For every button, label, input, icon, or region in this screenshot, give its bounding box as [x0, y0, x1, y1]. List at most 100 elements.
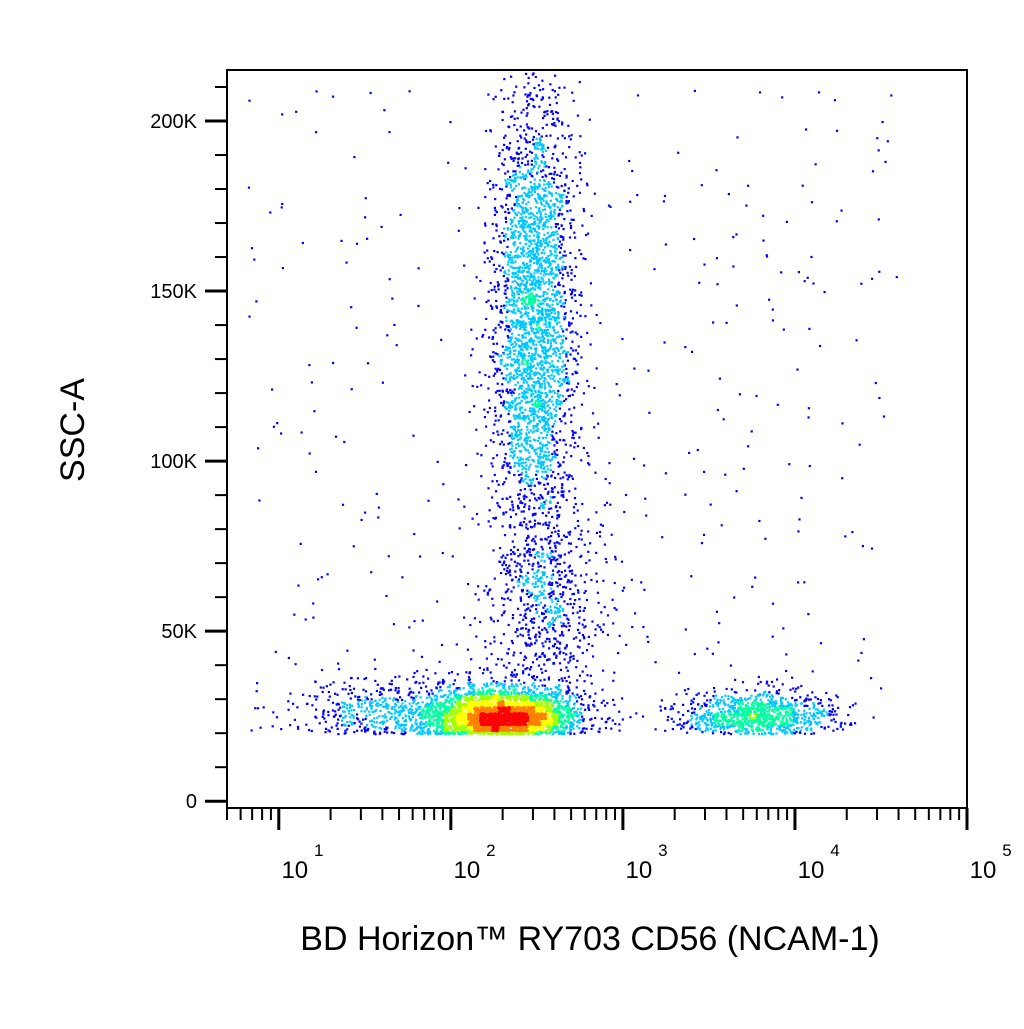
event-point: [401, 723, 404, 726]
event-point: [521, 417, 524, 420]
event-point: [548, 366, 551, 369]
event-point: [517, 429, 520, 432]
event-point: [578, 151, 581, 154]
event-point: [369, 705, 372, 708]
event-point: [557, 403, 560, 406]
event-point: [413, 671, 416, 675]
event-point: [528, 333, 531, 336]
event-point: [608, 462, 611, 465]
event-point: [545, 433, 549, 437]
event-point: [527, 93, 530, 96]
event-point: [511, 614, 515, 617]
event-point: [647, 369, 650, 372]
event-point: [700, 716, 704, 719]
event-point: [851, 704, 855, 707]
event-point: [555, 398, 558, 402]
event-point: [505, 183, 508, 186]
event-point: [509, 338, 513, 341]
event-point: [631, 626, 634, 629]
event-point: [554, 476, 557, 479]
event-point: [795, 704, 798, 707]
event-point: [532, 372, 535, 376]
event-point: [537, 218, 540, 221]
event-point: [540, 251, 543, 254]
event-point: [349, 706, 352, 709]
event-point: [550, 507, 553, 510]
event-point: [664, 472, 667, 475]
event-point: [591, 644, 594, 647]
event-point: [322, 710, 325, 714]
event-point: [553, 260, 556, 263]
event-point: [540, 302, 543, 305]
event-point: [552, 352, 555, 355]
event-point: [559, 642, 562, 645]
event-point: [538, 590, 541, 593]
event-point: [372, 725, 375, 728]
event-point: [738, 393, 741, 396]
event-point: [509, 598, 512, 602]
event-point: [794, 711, 797, 714]
event-point: [503, 534, 507, 537]
event-point: [538, 631, 541, 634]
event-point: [536, 271, 539, 274]
event-point: [684, 628, 687, 631]
event-point: [486, 668, 489, 671]
event-point: [528, 644, 531, 647]
event-point: [409, 708, 412, 711]
event-point: [643, 464, 646, 467]
event-point: [520, 400, 523, 403]
event-point: [636, 194, 639, 197]
event-point: [485, 317, 488, 320]
event-point: [573, 275, 576, 278]
event-point: [538, 179, 541, 182]
event-point: [574, 299, 577, 303]
event-point: [526, 422, 529, 425]
event-point: [565, 653, 568, 656]
event-point: [450, 671, 453, 674]
event-point: [297, 584, 300, 587]
event-point: [530, 242, 533, 245]
event-point: [514, 418, 517, 421]
event-point: [629, 716, 632, 719]
event-point: [491, 222, 494, 226]
event-point: [550, 558, 553, 562]
event-point: [484, 222, 487, 225]
event-point: [374, 710, 377, 713]
event-point: [501, 232, 504, 235]
event-point: [797, 726, 800, 730]
event-point: [707, 709, 710, 712]
event-point: [805, 697, 808, 700]
event-point: [410, 705, 413, 708]
event-point: [695, 718, 698, 721]
event-point: [508, 355, 511, 358]
event-point: [519, 521, 522, 524]
event-point: [558, 662, 562, 665]
event-point: [817, 711, 820, 715]
event-point: [560, 224, 563, 227]
event-point: [534, 130, 538, 133]
event-point: [399, 705, 403, 708]
event-point: [522, 230, 525, 233]
event-point: [550, 226, 553, 229]
event-point: [576, 679, 579, 682]
event-point: [551, 368, 554, 372]
event-point: [548, 321, 551, 324]
event-point: [585, 727, 588, 730]
event-point: [540, 538, 543, 541]
event-point: [522, 368, 525, 371]
event-point: [840, 209, 843, 212]
event-point: [511, 311, 514, 314]
event-point: [287, 708, 290, 711]
event-point: [690, 723, 693, 726]
event-point: [498, 389, 501, 392]
event-point: [339, 706, 342, 709]
event-point: [530, 666, 533, 669]
event-point: [380, 727, 383, 730]
event-point: [621, 337, 624, 341]
event-point: [536, 423, 539, 426]
event-point: [557, 310, 560, 314]
event-point: [542, 280, 545, 283]
event-point: [694, 727, 697, 731]
event-point: [517, 473, 521, 477]
event-point: [544, 470, 547, 473]
